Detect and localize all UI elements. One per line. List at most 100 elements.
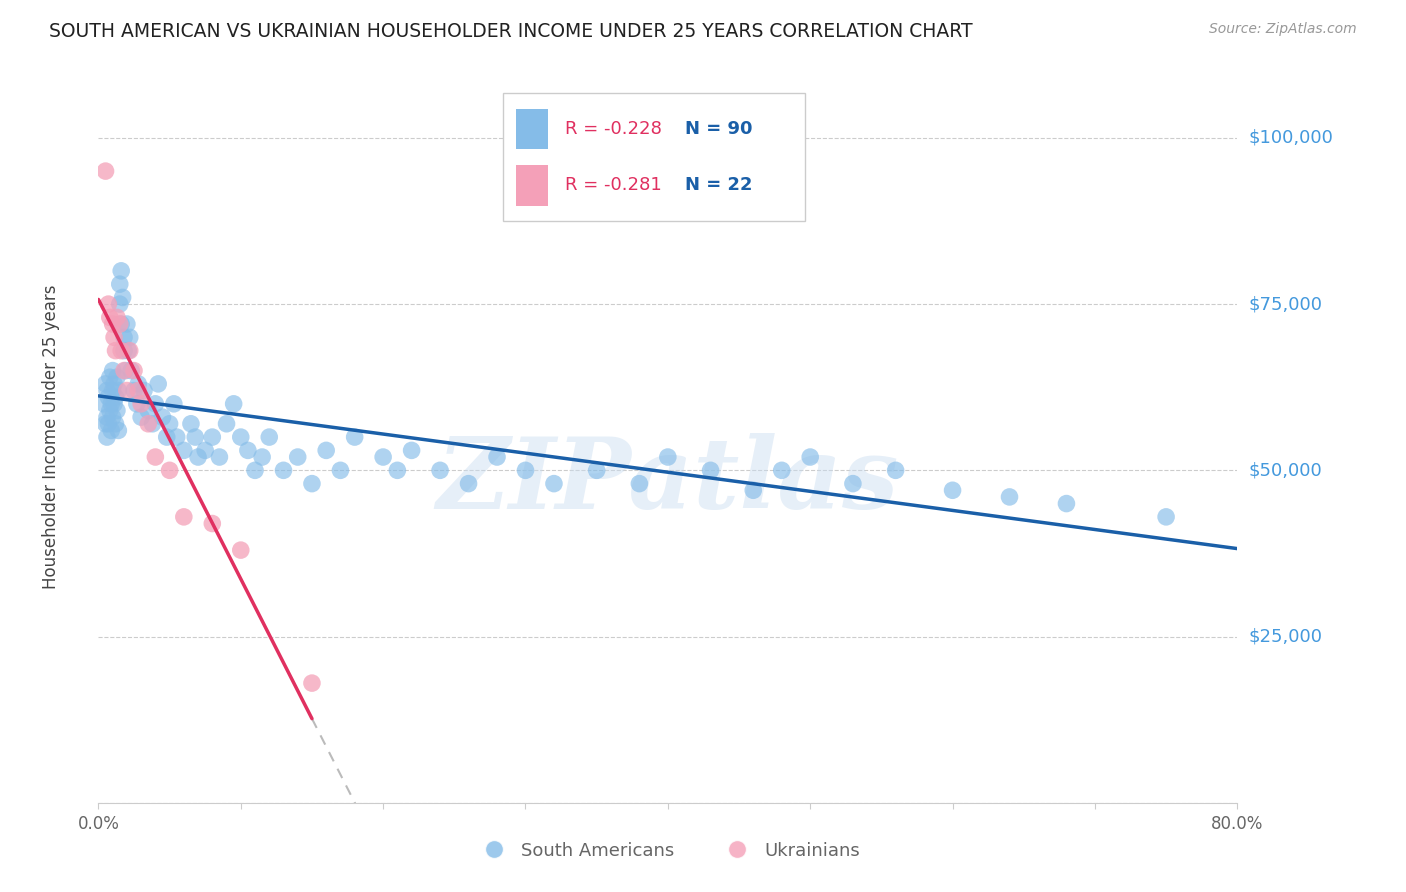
Point bbox=[100, 397, 122, 411]
Point bbox=[208, 450, 231, 464]
Point bbox=[180, 417, 202, 431]
Point bbox=[115, 384, 138, 398]
Point bbox=[486, 450, 509, 464]
FancyBboxPatch shape bbox=[503, 94, 804, 221]
Point bbox=[148, 376, 170, 391]
Point bbox=[145, 450, 167, 464]
Point bbox=[136, 403, 159, 417]
Point bbox=[104, 343, 127, 358]
Text: $100,000: $100,000 bbox=[1249, 128, 1333, 147]
Point bbox=[118, 330, 141, 344]
Point bbox=[112, 343, 135, 358]
Point bbox=[120, 363, 142, 377]
Point bbox=[108, 297, 131, 311]
Point bbox=[401, 443, 423, 458]
Point bbox=[159, 417, 181, 431]
Point bbox=[429, 463, 451, 477]
Point bbox=[105, 310, 128, 325]
Point bbox=[98, 310, 121, 325]
Point bbox=[129, 397, 152, 411]
Text: N = 22: N = 22 bbox=[685, 177, 752, 194]
Point bbox=[373, 450, 395, 464]
Point bbox=[129, 410, 152, 425]
Point bbox=[94, 376, 117, 391]
Point bbox=[101, 410, 124, 425]
Point bbox=[166, 430, 188, 444]
Point bbox=[884, 463, 907, 477]
Point bbox=[259, 430, 281, 444]
Point bbox=[100, 424, 122, 438]
Text: Householder Income Under 25 years: Householder Income Under 25 years bbox=[42, 285, 59, 590]
FancyBboxPatch shape bbox=[516, 109, 548, 149]
Point bbox=[770, 463, 793, 477]
Point bbox=[173, 509, 195, 524]
Point bbox=[136, 417, 159, 431]
Point bbox=[112, 363, 135, 377]
Point bbox=[97, 297, 120, 311]
Point bbox=[387, 463, 409, 477]
Point bbox=[101, 363, 124, 377]
Point bbox=[201, 430, 224, 444]
Point bbox=[118, 343, 141, 358]
Point bbox=[145, 397, 167, 411]
Point bbox=[1056, 497, 1078, 511]
Point bbox=[222, 397, 245, 411]
Point bbox=[101, 384, 124, 398]
Point bbox=[117, 343, 139, 358]
Point bbox=[301, 476, 323, 491]
Point bbox=[699, 463, 721, 477]
Point bbox=[194, 443, 217, 458]
Point bbox=[103, 376, 125, 391]
Point bbox=[110, 264, 132, 278]
Point bbox=[250, 450, 273, 464]
Point bbox=[187, 450, 209, 464]
Point bbox=[96, 430, 118, 444]
Point bbox=[122, 363, 145, 377]
Point bbox=[104, 417, 127, 431]
Point bbox=[842, 476, 865, 491]
Point bbox=[96, 384, 118, 398]
Point bbox=[108, 277, 131, 292]
Point bbox=[742, 483, 765, 498]
Point bbox=[998, 490, 1021, 504]
Point bbox=[942, 483, 965, 498]
Point bbox=[173, 443, 195, 458]
Text: $25,000: $25,000 bbox=[1249, 628, 1323, 646]
Point bbox=[1154, 509, 1177, 524]
Point bbox=[301, 676, 323, 690]
Point bbox=[236, 443, 259, 458]
Point bbox=[94, 164, 117, 178]
Point bbox=[628, 476, 651, 491]
Text: Source: ZipAtlas.com: Source: ZipAtlas.com bbox=[1209, 22, 1357, 37]
Point bbox=[273, 463, 295, 477]
Point bbox=[107, 424, 129, 438]
Point bbox=[156, 430, 179, 444]
Point bbox=[115, 317, 138, 331]
Point bbox=[127, 376, 149, 391]
Point bbox=[152, 410, 174, 425]
Point bbox=[104, 390, 127, 404]
Point bbox=[657, 450, 679, 464]
Point bbox=[585, 463, 607, 477]
Point bbox=[97, 417, 120, 431]
Point bbox=[122, 384, 145, 398]
Point bbox=[132, 384, 155, 398]
Point bbox=[125, 397, 148, 411]
Point bbox=[110, 343, 132, 358]
Point bbox=[201, 516, 224, 531]
Point bbox=[159, 463, 181, 477]
Point bbox=[105, 370, 128, 384]
Point bbox=[101, 317, 124, 331]
Point bbox=[111, 290, 134, 304]
Point bbox=[94, 417, 117, 431]
Text: N = 90: N = 90 bbox=[685, 120, 752, 138]
Point bbox=[215, 417, 238, 431]
Text: R = -0.281: R = -0.281 bbox=[565, 177, 662, 194]
Point bbox=[457, 476, 479, 491]
Text: SOUTH AMERICAN VS UKRAINIAN HOUSEHOLDER INCOME UNDER 25 YEARS CORRELATION CHART: SOUTH AMERICAN VS UKRAINIAN HOUSEHOLDER … bbox=[49, 22, 973, 41]
Point bbox=[96, 410, 118, 425]
Point bbox=[98, 370, 121, 384]
Point bbox=[98, 403, 121, 417]
Point bbox=[287, 450, 309, 464]
Point bbox=[97, 390, 120, 404]
